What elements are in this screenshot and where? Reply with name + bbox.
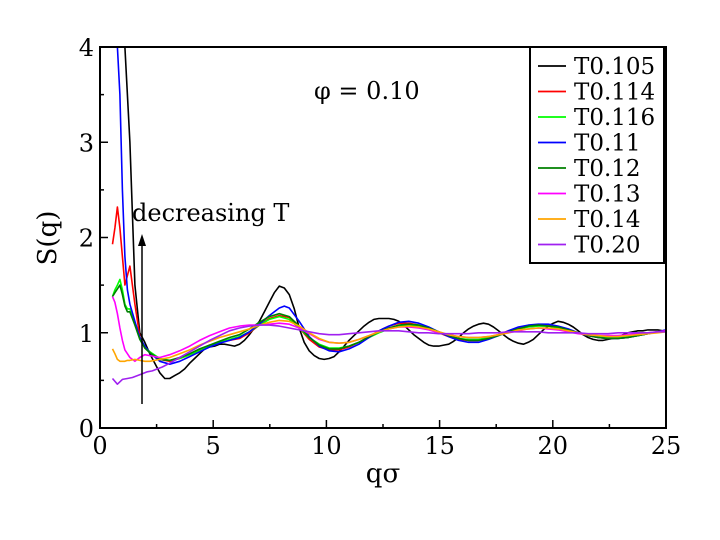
legend-label: T0.12 — [574, 156, 641, 182]
series-line-t0-20 — [111, 324, 666, 386]
legend-label: T0.11 — [574, 131, 641, 157]
series-line-t0-12 — [111, 284, 666, 362]
legend-label: T0.105 — [574, 54, 655, 80]
trend-arrow-head — [138, 234, 146, 246]
y-tick-label: 4 — [79, 34, 94, 62]
x-tick-label: 20 — [538, 432, 569, 460]
legend-label: T0.114 — [574, 80, 655, 106]
legend-label: T0.20 — [574, 233, 641, 259]
legend-label: T0.116 — [574, 105, 655, 131]
legend: T0.105T0.114T0.116T0.11T0.12T0.13T0.14T0… — [529, 46, 665, 264]
y-axis-ticks: 0 1 2 3 4 — [79, 34, 108, 443]
y-tick-label: 0 — [79, 415, 94, 443]
x-axis-label: qσ — [366, 459, 400, 489]
y-tick-label: 2 — [79, 225, 94, 253]
y-tick-label: 3 — [79, 129, 94, 157]
series-group — [111, 47, 666, 386]
y-tick-label: 1 — [79, 320, 94, 348]
x-tick-label: 10 — [311, 432, 342, 460]
x-axis-ticks: 0 5 10 15 20 25 — [92, 420, 681, 460]
phi-annotation: φ = 0.10 — [314, 77, 420, 105]
legend-label: T0.14 — [574, 207, 641, 233]
x-tick-label: 5 — [206, 432, 221, 460]
series-line-t0-14 — [111, 319, 666, 363]
x-tick-label: 0 — [92, 432, 107, 460]
y-axis-label: S(q) — [33, 211, 63, 266]
decreasing-t-annotation: decreasing T — [132, 199, 289, 227]
x-tick-label: 25 — [651, 432, 682, 460]
legend-box — [529, 46, 665, 264]
legend-label: T0.13 — [574, 182, 641, 208]
x-tick-label: 15 — [424, 432, 455, 460]
